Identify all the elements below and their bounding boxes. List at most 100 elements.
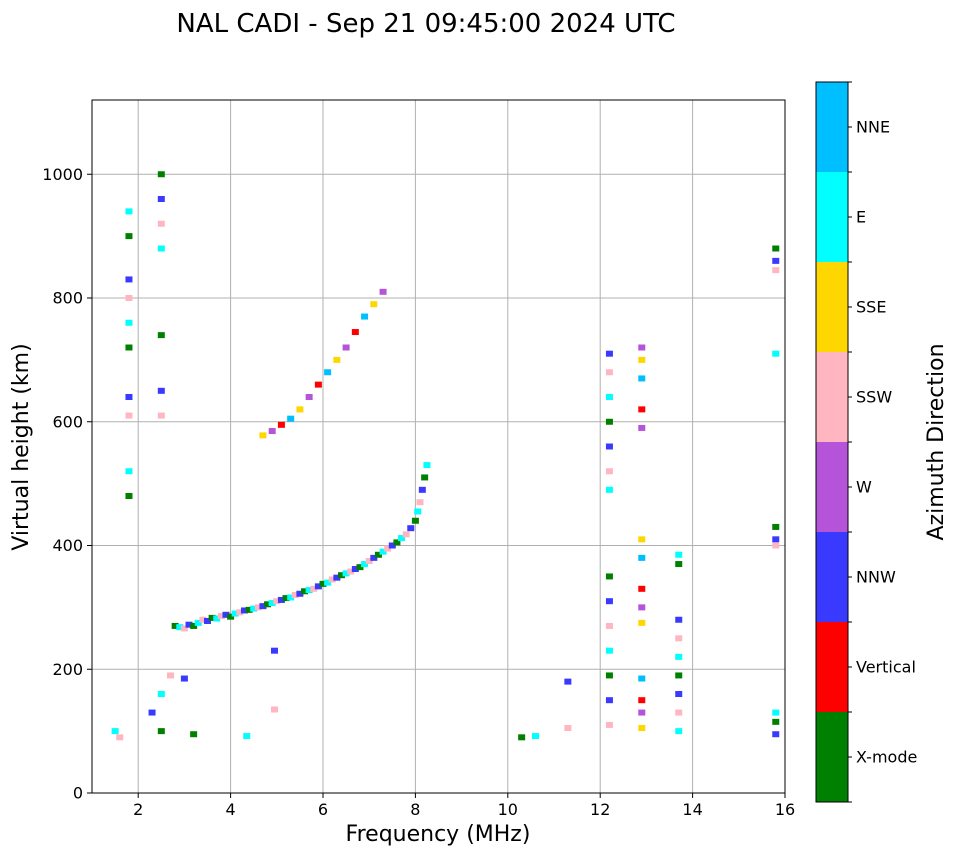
data-point (264, 601, 272, 608)
data-point (204, 617, 211, 624)
data-point (638, 619, 646, 626)
data-point (638, 709, 646, 716)
colorbar-segment (816, 442, 848, 532)
colorbar-tick-label: NNW (856, 568, 896, 587)
data-point (675, 691, 683, 697)
y-axis-ticks: 0 200 400 600 800 1000 (42, 165, 92, 803)
data-point (180, 625, 188, 632)
data-point (772, 267, 780, 274)
x-tick-label: 16 (775, 800, 795, 819)
colorbar-label: Azimuth Direction (924, 343, 949, 540)
data-point (605, 573, 613, 580)
y-tick-label: 200 (52, 660, 83, 679)
data-point (351, 566, 359, 573)
data-point (638, 585, 646, 592)
data-point (157, 220, 165, 227)
data-point (411, 517, 419, 524)
data-point (333, 574, 341, 581)
data-point (675, 561, 683, 568)
data-point (291, 592, 299, 598)
data-point (675, 728, 683, 735)
colorbar-tick-label: Vertical (856, 658, 916, 677)
data-point (772, 718, 780, 725)
data-point (125, 319, 133, 326)
data-point (638, 725, 646, 732)
data-point (638, 675, 646, 682)
data-point (675, 653, 683, 660)
plot-frame (91, 99, 786, 794)
colorbar-segment (816, 532, 848, 622)
data-point (167, 672, 175, 679)
data-point (418, 486, 426, 493)
x-tick-label: 2 (133, 800, 143, 819)
data-point (240, 607, 248, 614)
data-point (157, 171, 165, 178)
data-point (675, 709, 683, 716)
data-point (772, 709, 780, 716)
data-point (370, 554, 378, 561)
data-point (277, 421, 285, 428)
data-point (342, 570, 350, 577)
data-point (605, 721, 613, 728)
data-point (638, 406, 646, 413)
data-point (518, 734, 526, 741)
data-point (213, 615, 221, 622)
data-point (305, 587, 313, 594)
colorbar-tick-label: SSW (856, 388, 892, 407)
data-point (199, 616, 207, 623)
data-point (277, 596, 285, 603)
data-point (638, 424, 646, 431)
y-tick-label: 1000 (42, 165, 83, 184)
data-point (421, 474, 429, 481)
y-axis-label: Virtual height (km) (9, 343, 34, 550)
y-tick-label: 0 (73, 784, 83, 803)
data-point (532, 733, 540, 740)
data-point (605, 697, 613, 704)
data-point (125, 394, 133, 400)
data-point (157, 245, 165, 252)
data-point (772, 731, 780, 738)
data-point (772, 542, 780, 549)
y-tick-label: 800 (52, 289, 83, 308)
data-point (236, 609, 244, 616)
x-tick-label: 6 (318, 800, 328, 819)
data-point (190, 622, 198, 629)
data-point (605, 598, 613, 605)
data-point (217, 613, 225, 620)
data-point (227, 613, 235, 620)
data-point (287, 594, 295, 601)
colorbar-tick-label: X-mode (856, 748, 917, 767)
grid-lines (92, 100, 786, 794)
data-point (273, 598, 281, 605)
data-point (270, 706, 278, 713)
data-point (379, 548, 387, 555)
data-point (772, 536, 780, 543)
data-point (324, 369, 332, 376)
data-point (342, 344, 350, 351)
data-point (301, 588, 309, 595)
data-point (605, 672, 613, 679)
data-point (605, 468, 613, 475)
data-point (157, 412, 165, 419)
x-axis-label: Frequency (MHz) (346, 822, 531, 847)
data-point (180, 675, 188, 682)
data-point (675, 551, 683, 558)
data-point (125, 233, 133, 240)
data-point (356, 564, 364, 571)
x-tick-label: 8 (410, 800, 420, 819)
data-point (564, 725, 572, 732)
data-point (638, 697, 646, 704)
data-point (638, 344, 646, 351)
colorbar-tick-label: E (856, 208, 866, 227)
data-point (125, 493, 133, 499)
data-point (638, 554, 646, 561)
data-point (605, 486, 613, 493)
data-point (125, 295, 133, 301)
x-tick-label: 10 (498, 800, 518, 819)
data-point (393, 539, 401, 546)
data-point (605, 443, 613, 450)
data-point (337, 572, 345, 579)
data-point (605, 418, 613, 425)
data-point (125, 344, 133, 351)
